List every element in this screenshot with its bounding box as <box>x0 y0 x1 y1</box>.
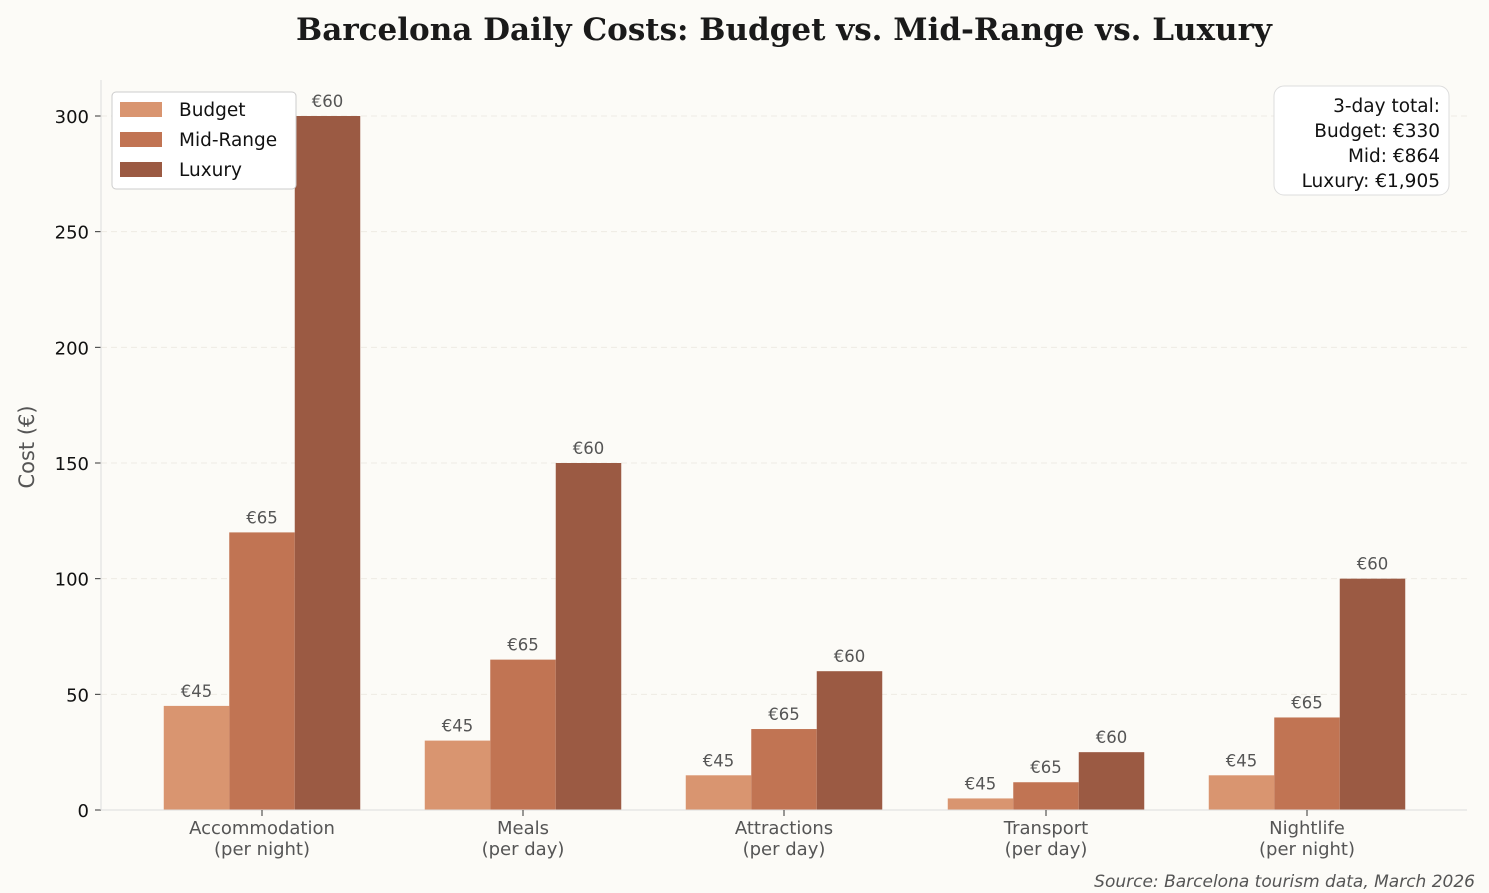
x-tick-label: (per night) <box>214 839 310 860</box>
legend: Budget Mid-Range Luxury <box>111 91 297 190</box>
x-tick-label: (per night) <box>1259 839 1355 860</box>
x-tick-label: (per day) <box>1005 839 1088 860</box>
y-tick-label: 150 <box>55 454 89 475</box>
y-tick-label: 200 <box>55 338 89 359</box>
x-tick-label: Nightlife <box>1269 818 1345 839</box>
annotation-line: Budget: €330 <box>1314 121 1440 142</box>
data-label: €45 <box>965 774 997 793</box>
bar-luxury-4 <box>1339 578 1406 810</box>
x-tick-label: (per day) <box>482 839 565 860</box>
y-tick-label: 50 <box>66 685 89 706</box>
chart-title: Barcelona Daily Costs: Budget vs. Mid-Ra… <box>296 12 1273 48</box>
legend-swatch <box>120 102 162 117</box>
legend-swatch <box>120 132 162 147</box>
data-label: €60 <box>1096 728 1128 747</box>
legend-label: Luxury <box>179 160 242 181</box>
bar-luxury-2 <box>816 671 883 810</box>
bar-mid-range-1 <box>490 659 556 810</box>
y-axis-label: Cost (€) <box>15 405 39 488</box>
x-tick-label: Meals <box>497 818 549 839</box>
data-label: €65 <box>246 508 278 527</box>
data-label: €65 <box>1030 758 1062 777</box>
bar-mid-range-2 <box>751 729 817 810</box>
bar-luxury-3 <box>1078 752 1145 810</box>
annotation-line: Luxury: €1,905 <box>1302 171 1440 192</box>
data-label: €60 <box>834 647 866 666</box>
data-label: €60 <box>1357 555 1389 574</box>
bar-budget-3 <box>947 798 1014 810</box>
data-label: €45 <box>703 751 735 770</box>
x-tick-label: Attractions <box>735 818 833 839</box>
bar-budget-0 <box>163 705 230 810</box>
legend-label: Mid-Range <box>179 130 277 151</box>
data-label: €45 <box>181 682 213 701</box>
data-label: €60 <box>312 92 344 111</box>
data-label: €65 <box>507 636 539 655</box>
annotation-line: 3-day total: <box>1333 96 1440 117</box>
annotation-box <box>1273 85 1450 196</box>
data-label: €45 <box>1226 751 1258 770</box>
y-tick-label: 250 <box>55 223 89 244</box>
data-label: €65 <box>768 705 800 724</box>
bar-mid-range-3 <box>1013 782 1079 810</box>
y-tick-label: 0 <box>78 801 89 822</box>
legend-swatch <box>120 162 162 177</box>
data-label: €60 <box>573 439 605 458</box>
totals-annotation: 3-day total: Budget: €330 Mid: €864 Luxury:… <box>1273 85 1450 196</box>
bar-mid-range-0 <box>229 532 295 810</box>
y-tick-label: 100 <box>55 570 89 591</box>
source-note: Source: Barcelona tourism data, March 20… <box>1094 872 1475 892</box>
bar-budget-2 <box>685 775 752 810</box>
x-tick-label: (per day) <box>743 839 826 860</box>
legend-label: Budget <box>179 100 246 121</box>
bar-budget-4 <box>1208 775 1275 810</box>
x-tick-label: Transport <box>1003 818 1088 839</box>
bar-luxury-1 <box>555 463 622 810</box>
bar-luxury-0 <box>294 116 361 810</box>
annotation-line: Mid: €864 <box>1348 146 1440 167</box>
data-label: €45 <box>442 717 474 736</box>
y-tick-label: 300 <box>55 107 89 128</box>
bar-budget-1 <box>424 740 491 810</box>
bar-mid-range-4 <box>1274 717 1340 810</box>
x-tick-label: Accommodation <box>189 818 335 839</box>
data-label: €65 <box>1291 693 1323 712</box>
